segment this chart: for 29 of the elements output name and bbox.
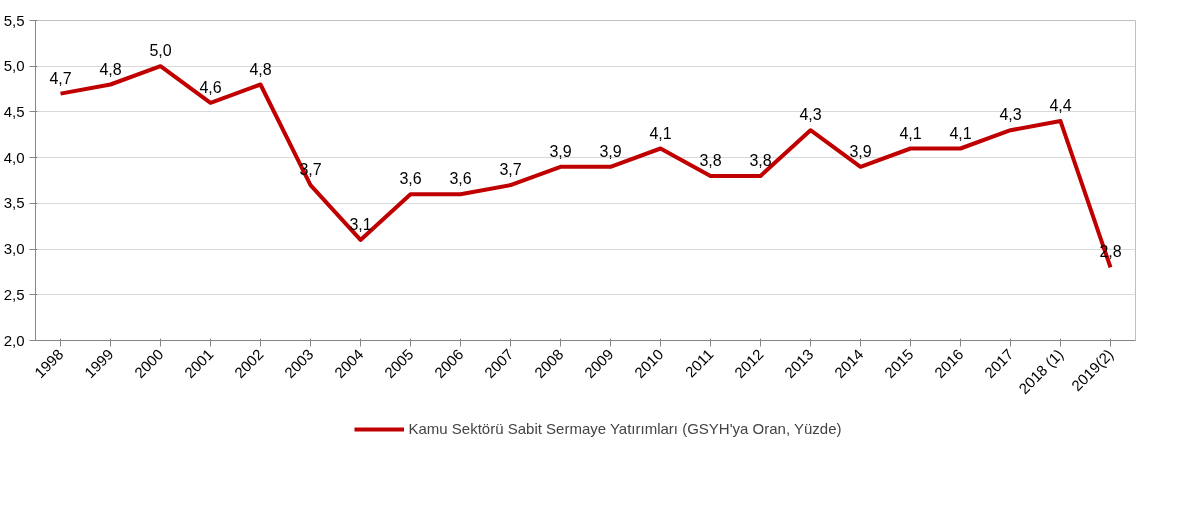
y-tick-label: 5,0 — [3, 57, 25, 75]
data-label: 3,6 — [449, 170, 472, 188]
y-tick-label: 5,5 — [3, 11, 25, 29]
data-label: 4,1 — [649, 124, 672, 142]
data-label: 4,7 — [49, 69, 72, 87]
data-label: 3,9 — [599, 142, 622, 160]
data-label: 4,1 — [949, 124, 972, 142]
data-label: 3,8 — [699, 151, 722, 169]
legend-label: Kamu Sektörü Sabit Sermaye Yatırımları (GSYH'ya Oran, Yüzde) — [408, 420, 842, 437]
data-label: 3,1 — [349, 215, 372, 233]
data-label: 4,3 — [999, 106, 1022, 124]
data-label: 3,7 — [499, 161, 522, 179]
y-tick-label: 4,0 — [3, 148, 25, 166]
y-tick-label: 2,0 — [3, 331, 25, 349]
data-label: 4,1 — [899, 124, 922, 142]
y-tick-label: 4,5 — [3, 102, 25, 120]
data-label: 3,9 — [549, 142, 572, 160]
y-tick-label: 3,0 — [3, 240, 25, 258]
y-tick-label: 2,5 — [3, 285, 25, 303]
data-label: 3,6 — [399, 170, 422, 188]
data-label: 4,3 — [799, 106, 822, 124]
data-label: 5,0 — [149, 42, 172, 60]
data-label: 4,6 — [199, 78, 222, 96]
data-label: 3,9 — [849, 142, 872, 160]
y-tick-label: 3,5 — [3, 194, 25, 212]
data-label: 4,8 — [99, 60, 122, 78]
data-label: 4,8 — [249, 60, 272, 78]
data-label: 3,8 — [749, 151, 772, 169]
data-label: 4,4 — [1049, 97, 1072, 115]
